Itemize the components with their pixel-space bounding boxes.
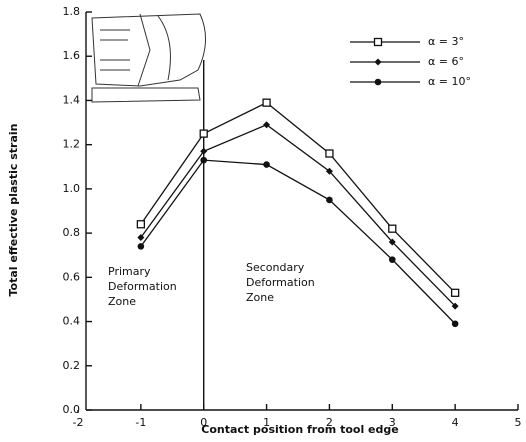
x-tick-label: -2 — [73, 416, 84, 429]
x-tick-label: 5 — [515, 416, 522, 429]
x-tick-label: 0 — [200, 416, 207, 429]
legend-marker — [375, 39, 382, 46]
series-line — [141, 160, 455, 324]
zone-label: Secondary — [246, 261, 305, 274]
marker — [263, 161, 270, 168]
y-tick-label: 1.4 — [63, 93, 81, 106]
marker — [137, 221, 144, 228]
chart: Contact position from tool edge Total ef… — [0, 0, 526, 442]
x-tick-label: 3 — [389, 416, 396, 429]
legend-label: α = 6° — [428, 55, 464, 68]
marker — [389, 256, 396, 263]
y-tick-label: 1.6 — [63, 49, 81, 62]
marker — [452, 320, 459, 327]
y-tick-label: 1.8 — [63, 5, 81, 18]
x-tick-label: 2 — [326, 416, 333, 429]
marker — [138, 243, 145, 250]
x-tick-label: 4 — [452, 416, 459, 429]
y-axis-title: Total effective plastic strain — [7, 124, 20, 297]
y-tick-label: 0.2 — [63, 359, 81, 372]
y-tick-label: 0.6 — [63, 270, 81, 283]
marker — [326, 197, 333, 204]
legend-marker — [375, 79, 382, 86]
marker — [326, 150, 333, 157]
y-tick-label: 0.0 — [63, 403, 81, 416]
y-tick-label: 1.0 — [63, 182, 81, 195]
marker — [263, 99, 270, 106]
y-tick-label: 0.8 — [63, 226, 81, 239]
zone-label: Deformation — [246, 276, 315, 289]
legend-label: α = 3° — [428, 35, 464, 48]
zone-label: Zone — [108, 295, 136, 308]
legend-label: α = 10° — [428, 75, 471, 88]
y-tick-label: 1.2 — [63, 138, 81, 151]
zone-label: Zone — [246, 291, 274, 304]
x-axis-title: Contact position from tool edge — [201, 423, 398, 436]
x-tick-label: 1 — [263, 416, 270, 429]
marker — [200, 157, 207, 164]
legend-marker — [375, 59, 382, 66]
marker — [452, 289, 459, 296]
x-tick-label: -1 — [135, 416, 146, 429]
marker — [200, 130, 207, 137]
zone-label: Primary — [108, 265, 151, 278]
marker — [389, 225, 396, 232]
y-tick-label: 0.4 — [63, 315, 81, 328]
inset-diagram — [92, 14, 206, 102]
zone-label: Deformation — [108, 280, 177, 293]
